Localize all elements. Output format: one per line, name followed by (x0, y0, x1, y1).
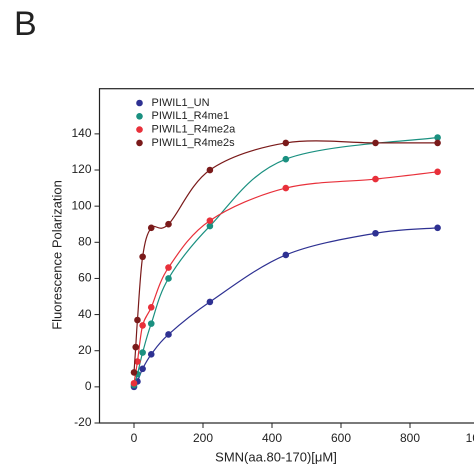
data-point (134, 358, 141, 365)
legend-marker (136, 139, 143, 147)
y-tick-label: 0 (85, 379, 92, 393)
data-point (130, 369, 138, 376)
x-tick-label: 0 (131, 431, 138, 445)
data-point (434, 224, 441, 232)
legend-label: PIWIL1_R4me1 (152, 110, 230, 122)
data-point (132, 343, 140, 351)
legend-marker (136, 126, 143, 133)
data-point (139, 322, 146, 329)
y-tick-label: 140 (71, 126, 91, 140)
panel-label: B (14, 5, 37, 43)
data-point (147, 304, 155, 311)
legend-label: PIWIL1_R4me2a (152, 124, 237, 136)
fit-curve (133, 140, 438, 373)
data-point (165, 275, 172, 282)
legend-label: PIWIL1_R4me2s (152, 137, 236, 149)
legend-marker (136, 113, 143, 120)
data-point (372, 175, 379, 183)
data-point (372, 229, 379, 237)
y-tick-label: 60 (78, 271, 92, 285)
data-point (206, 166, 214, 174)
y-axis-label: Fluorescence Polarization (49, 180, 64, 330)
legend-label: PIWIL1_UN (152, 97, 210, 109)
y-tick-label: 40 (78, 307, 92, 321)
data-point (134, 316, 141, 324)
data-point (139, 365, 146, 373)
fit-curve (133, 227, 438, 388)
data-point (139, 253, 146, 261)
data-point (434, 168, 441, 176)
data-point (434, 134, 441, 141)
data-point (282, 155, 290, 163)
data-point (206, 298, 214, 306)
y-tick-label: 80 (78, 234, 92, 248)
data-point (206, 222, 214, 230)
data-point (147, 320, 155, 327)
x-axis-label: SMN(aa.80-170)[μM] (215, 449, 337, 464)
data-point (206, 217, 214, 224)
data-point (147, 351, 155, 358)
data-point (372, 139, 379, 147)
x-tick-label: 800 (400, 431, 420, 445)
data-point (165, 331, 172, 338)
y-tick-label: -20 (74, 415, 92, 429)
fit-curve (133, 171, 438, 384)
data-point (165, 220, 172, 228)
x-tick-label: 400 (262, 431, 282, 445)
legend-marker (136, 99, 143, 107)
data-point (130, 379, 138, 387)
y-tick-label: 120 (71, 162, 91, 176)
data-point (434, 139, 441, 147)
data-point (165, 264, 172, 271)
x-tick-label: 200 (193, 431, 213, 445)
y-tick-label: 100 (71, 198, 91, 212)
data-point (147, 224, 155, 232)
plot-frame (98, 88, 474, 424)
data-point (282, 184, 290, 192)
fit-curve (133, 136, 438, 386)
x-tick-label: 1000 (466, 431, 474, 445)
data-point (139, 349, 146, 356)
data-point (282, 251, 290, 259)
x-tick-label: 600 (331, 431, 351, 445)
data-point (282, 139, 290, 147)
y-tick-label: 20 (78, 343, 92, 357)
